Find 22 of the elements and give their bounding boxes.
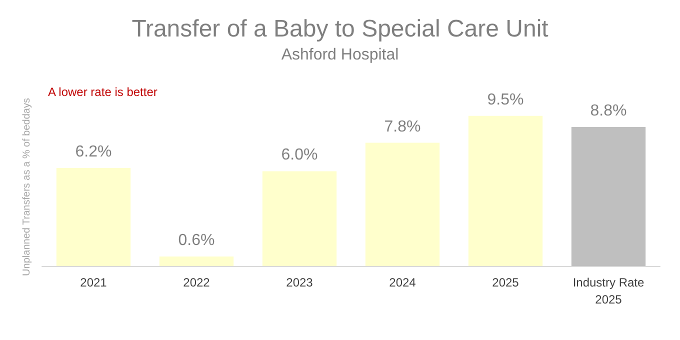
bar [365, 142, 440, 266]
data-label: 0.6% [178, 232, 215, 250]
chart-title: Transfer of a Baby to Special Care Unit [132, 16, 549, 42]
x-tick-label: 2024 [389, 276, 416, 290]
data-label: 6.2% [75, 144, 112, 161]
bar [468, 116, 543, 266]
x-tick-label: 2022 [183, 276, 210, 290]
bar [571, 126, 646, 266]
data-label: 8.8% [590, 102, 627, 120]
data-label: 6.0% [281, 146, 318, 164]
bar [159, 256, 234, 266]
data-label: 7.8% [384, 118, 421, 136]
x-tick-label: 2021 [80, 276, 108, 290]
bar [262, 171, 337, 266]
data-label: 9.5% [487, 91, 524, 108]
x-tick-label: 2023 [286, 276, 314, 290]
x-tick-label: Industry Rate 2025 [572, 276, 645, 306]
text: A lower rate is better [48, 85, 158, 99]
bar [56, 168, 131, 266]
x-tick-label: 2025 [492, 276, 520, 290]
chart-subtitle: Ashford Hospital [281, 46, 399, 64]
y-axis-title: Unplanned Transfers as a % of beddays [22, 98, 32, 276]
